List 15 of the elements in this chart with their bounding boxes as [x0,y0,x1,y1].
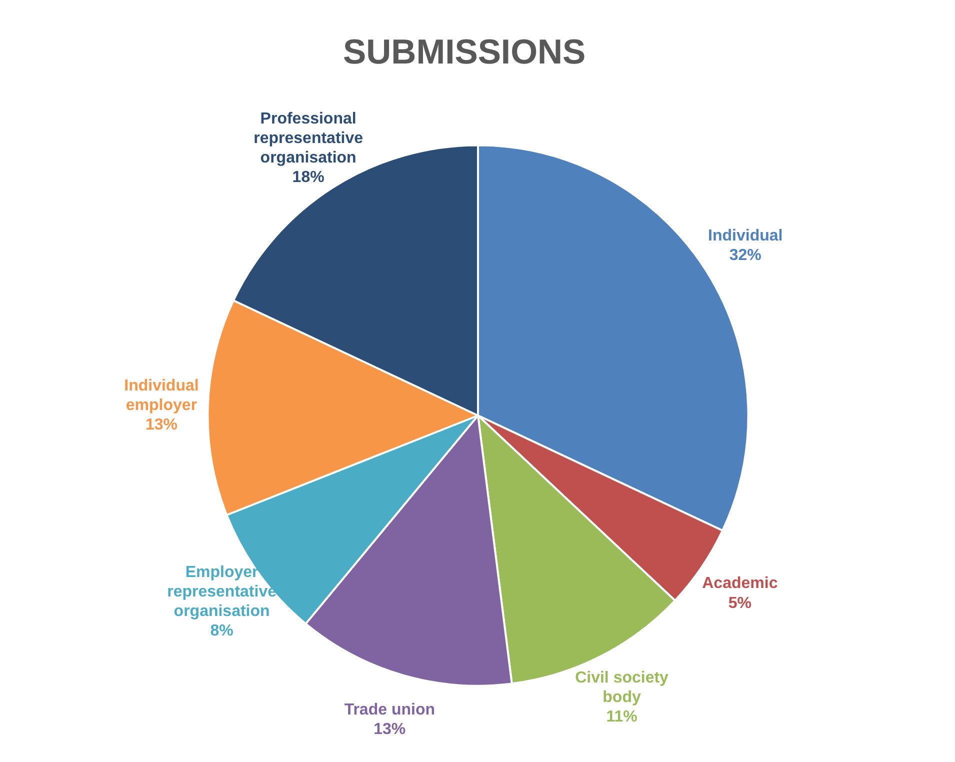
data-label: 11% [606,708,638,726]
slice-label: Civil society body [575,670,669,706]
slice-label: Academic [702,575,778,592]
slice-label: Trade union [344,701,435,718]
slice-label: Professional representative organisation [254,110,364,166]
slice-label: Individual employer [124,378,199,414]
data-label: 13% [374,720,406,738]
slice-label: Employer representative organisation [167,564,277,620]
slice-label: Individual [708,228,783,245]
data-label: 8% [210,622,234,640]
data-label: 13% [145,416,178,434]
data-label: 5% [728,594,752,612]
data-label: 18% [292,168,324,186]
data-label: 32% [729,247,762,264]
chart-title: SUBMISSIONS [343,33,586,72]
